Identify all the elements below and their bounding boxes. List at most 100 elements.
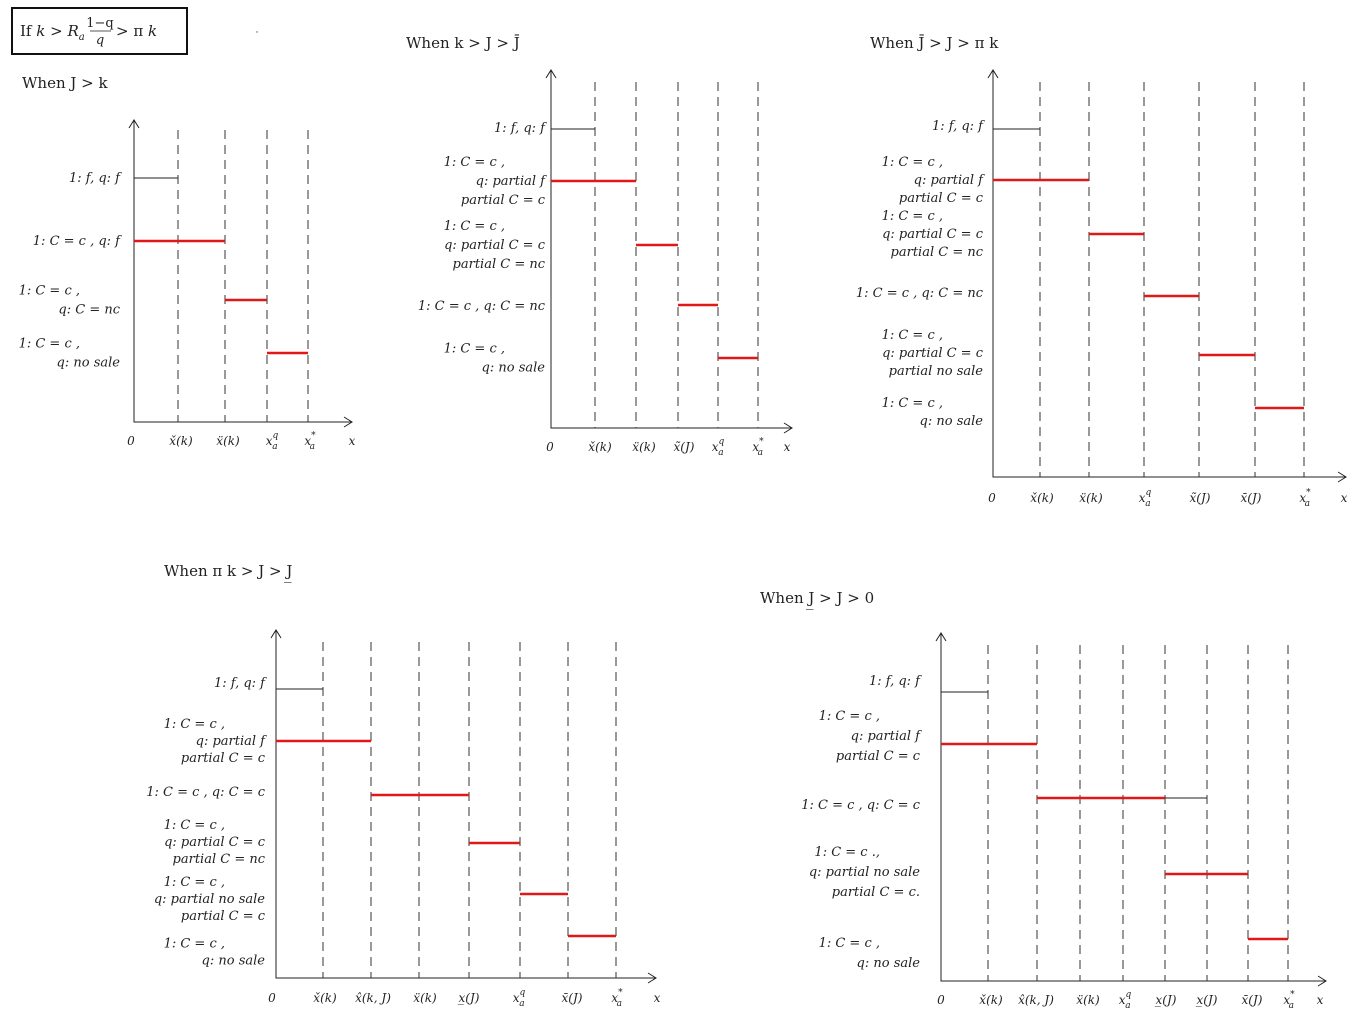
row-label: 1: C = c , [882,396,943,411]
x-tick-label: x̲(J) [458,991,480,1005]
x-tick-label: ẍ(k) [1076,993,1100,1007]
x-tick-label: x̄(J) [1241,491,1262,505]
panel-1: When J > k 0 x̌(k) ẍ(k) xq a x* a x 1: f, q: f 1: … [19,74,356,452]
row-label: q: partial C = c [444,238,546,253]
row-label: 1: C = c , q: C = nc [856,286,984,301]
axes [993,70,1346,477]
row-label: partial C = c [899,191,984,206]
row-label: partial C = c. [832,885,920,900]
panel-2: When k > J > J̄0 x̌(k) ẍ(k) x̃(J) xq a x* a x1: … [406,34,792,458]
x-tick-label: ẍ(k) [632,440,656,454]
x-tick-label: x̌(k) [979,993,1003,1007]
row-label: 1: C = c , q: C = nc [418,299,546,314]
row-label: partial no sale [889,364,984,379]
panel-4: When π k > J > J̲ 0 x̌(k) x̂(k, J) ẍ(k) x̲(J)… [146,562,660,1009]
row-label: q: partial C = c [882,346,984,361]
x-tick-label: x̲(J) [1155,993,1177,1007]
panel-title: When J̲ > J > 0 [760,589,874,610]
row-label: q: partial f [196,734,268,749]
x-tick-label: xq a [513,988,526,1009]
x-tick-label: x̄(J) [562,991,583,1005]
x-tick-label: ẍ(k) [1079,491,1103,505]
svg-text:1−q: 1−q [86,16,114,31]
panel-title: When π k > J > J̲ [164,562,292,583]
axes [134,120,352,422]
row-label: partial C = c [836,749,921,764]
row-label: q: no sale [857,956,921,971]
row-label: 1: C = c , q: C = c [146,785,266,800]
x-tick-label: xq a [712,437,725,458]
x-tick-label: x* a [1299,488,1311,509]
row-label: 1: f, q: f [494,121,547,136]
panel-title: When J̄ > J > π k [870,34,999,52]
x-tick-label: x̂(k, J) [355,991,391,1005]
row-label: partial C = nc [173,852,266,867]
x-tick-label: xq a [1119,990,1132,1011]
x-tick-label: x̲(J) [1196,993,1218,1007]
row-label: 1: C = c , [164,875,225,890]
x-tick-label: ẍ(k) [216,434,240,448]
x-tick-label: x [654,991,661,1005]
row-label: partial C = c [181,751,266,766]
row-label: q: C = nc [58,303,120,318]
row-label: 1: f, q: f [932,119,985,134]
row-label: 1: C = c , [164,818,225,833]
x-tick-label: x̌(k) [169,434,193,448]
panel-5: When J̲ > J > 0 0 x̌(k) x̂(k, J) ẍ(k) xq a x̲(J… [760,589,1326,1011]
row-label: 1: f, q: f [214,676,267,691]
row-label: 1: C = c , [444,219,505,234]
row-label: 1: f, q: f [69,171,122,186]
condition-text: If k > Ra [20,22,85,43]
row-label: 1: C = c , [19,337,80,352]
row-label: 1: C = c , [882,328,943,343]
row-label: q: no sale [202,954,266,969]
row-label: partial C = nc [453,257,546,272]
x-tick-label: 0 [988,491,996,505]
x-tick-label: 0 [127,434,135,448]
row-label: partial C = c [181,909,266,924]
x-tick-label: x̄(J) [1242,993,1263,1007]
row-label: 1: C = c , [444,342,505,357]
x-tick-label: xq a [1139,488,1152,509]
x-tick-label: x [1317,993,1324,1007]
x-tick-label: x [1341,491,1348,505]
row-label: 1: C = c , [882,155,943,170]
row-label: partial C = c [461,193,546,208]
x-tick-label: x̃(J) [1190,491,1211,505]
row-label: q: partial f [851,729,923,744]
axes [276,630,656,978]
x-tick-label: ẍ(k) [413,991,437,1005]
row-label: q: partial C = c [882,227,984,242]
row-label: q: no sale [920,414,984,429]
row-label: 1: C = c , [444,155,505,170]
x-tick-label: x̂(k, J) [1018,993,1054,1007]
x-tick-label: 0 [937,993,945,1007]
svg-text:> π k: > π k [116,22,157,40]
x-tick-label: x* a [611,988,623,1009]
x-tick-label: 0 [268,991,276,1005]
panel-title: When k > J > J̄ [406,34,520,52]
row-label: 1: C = c , [882,209,943,224]
row-label: q: partial no sale [809,865,920,880]
row-label: 1: C = c , [164,717,225,732]
x-tick-label: x [784,440,791,454]
row-label: 1: C = c , [819,709,880,724]
condition-formula: If k > Ra1−qq > π kIf k > R_a (1−q)/q > … [0,0,157,48]
row-label: 1: C = c , q: C = c [801,798,921,813]
x-tick-label: x* a [304,431,316,452]
row-label: q: no sale [482,361,546,376]
panel-3: When J̄ > J > π k 0 x̌(k) ẍ(k) xq a x̃(J) x̄(J)… [856,34,1348,509]
row-label: q: partial f [476,174,548,189]
row-label: 1: C = c , [164,937,225,952]
x-tick-label: x* a [1283,990,1295,1011]
x-tick-label: x̌(k) [1030,491,1054,505]
row-label: q: partial C = c [164,835,266,850]
row-label: partial C = nc [891,245,984,260]
panel-title: When J > k [22,74,109,92]
x-tick-label: x̌(k) [588,440,612,454]
stray-dot [256,31,257,32]
axes [941,633,1326,981]
axes [551,70,792,428]
row-label: 1: C = c , [19,284,80,299]
